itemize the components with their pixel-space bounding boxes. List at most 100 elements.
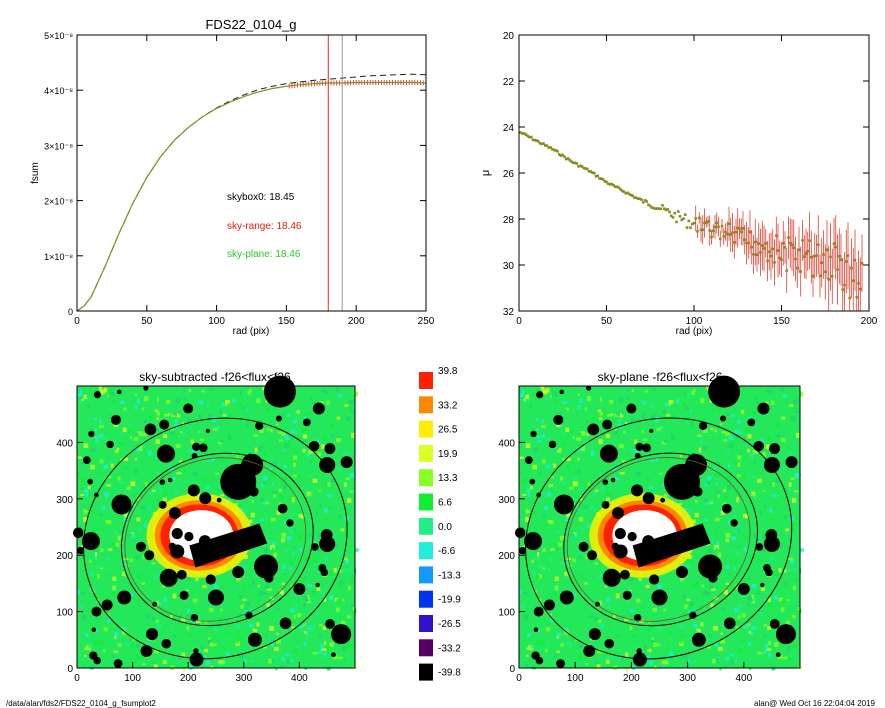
colorbar-swatch (419, 396, 433, 414)
footer-timestamp: alan@ Wed Oct 16 22:04:04 2019 (754, 699, 875, 708)
colorbar-swatch (419, 372, 433, 389)
mu-point (701, 228, 705, 232)
masked-bar (632, 523, 711, 568)
x-tick-label: 200 (348, 316, 365, 327)
masked-source (524, 532, 543, 551)
mu-point (615, 185, 619, 189)
masked-source (782, 627, 790, 635)
mu-point (802, 255, 806, 258)
masked-source (543, 599, 555, 611)
mu-point (844, 260, 848, 263)
mu-point (771, 247, 775, 251)
colorbar-label: 33.2 (438, 400, 458, 411)
mu-point (729, 233, 733, 236)
masked-source (263, 375, 296, 408)
colorbar-label: 39.8 (438, 366, 458, 377)
mu-point (529, 135, 533, 139)
y-tick-label: 300 (498, 495, 515, 506)
mu-point (813, 254, 817, 258)
mu-point (622, 190, 626, 194)
mu-point (739, 230, 743, 234)
mu-point (582, 166, 586, 170)
masked-source (159, 479, 166, 485)
colorbar-label: -26.5 (438, 619, 461, 630)
mu-point (519, 131, 523, 134)
masked-source (277, 503, 288, 514)
masked-source (171, 527, 183, 540)
mu-point (790, 243, 794, 247)
mu-point (584, 167, 587, 170)
masked-source (144, 423, 157, 436)
mu-point (750, 245, 754, 249)
mu-point (752, 253, 755, 256)
mu-point (561, 153, 565, 157)
mu-point (682, 217, 685, 220)
masked-source (135, 541, 146, 552)
fsum-plot-frame (76, 34, 427, 312)
mu-point (781, 241, 785, 245)
mu-point (668, 210, 671, 214)
outer-ellipse (525, 417, 793, 660)
mu-point (801, 239, 804, 242)
masked-source (586, 385, 592, 391)
masked-source (193, 648, 199, 654)
mu-point (676, 210, 680, 213)
mu-point (547, 146, 551, 149)
y-tick-label: 0 (67, 664, 73, 675)
mu-point (711, 229, 715, 233)
mu-point (757, 242, 761, 245)
mu-point (538, 141, 542, 145)
mu-point (650, 206, 654, 209)
masked-source (755, 543, 764, 551)
mu-point (540, 142, 544, 146)
colorbar-swatch (419, 663, 433, 681)
colorbar-swatch (419, 566, 433, 584)
mu-point (848, 296, 852, 300)
masked-source (769, 443, 781, 455)
mu-plot: 0 50 100 150 200 20 22 24 26 28 30 32 rad (pix) μ (480, 31, 878, 337)
mu-point (720, 224, 724, 228)
mu-point (613, 185, 617, 188)
masked-source (651, 589, 668, 606)
mu-point (550, 147, 554, 151)
y-tick-label: 0 (68, 307, 73, 317)
mu-point (647, 203, 650, 207)
masked-source (588, 628, 601, 641)
mu-point (585, 167, 589, 171)
mu-point (692, 221, 696, 225)
mu-point (689, 226, 692, 229)
x-tick-label: 300 (679, 673, 696, 684)
mu-point (797, 248, 801, 252)
masked-source (595, 601, 600, 607)
mu-point (799, 270, 803, 273)
annotation-sky-plane: sky-plane: 18.46 (227, 249, 301, 260)
mu-point (536, 139, 540, 143)
fsum-vertical-lines (327, 35, 343, 311)
masked-source (578, 541, 589, 552)
mu-point (640, 198, 643, 201)
mu-point (696, 230, 699, 233)
masked-source (159, 568, 178, 587)
mu-point (661, 204, 664, 207)
x-tick-label: 400 (291, 673, 308, 684)
mu-point (655, 207, 659, 210)
mu-y-ticks: 20 22 24 26 28 30 32 (503, 31, 869, 318)
mu-point (778, 256, 782, 260)
masked-source (156, 444, 175, 463)
masked-source (587, 550, 598, 561)
mu-point (829, 255, 832, 259)
sky-subtracted-y-ticks: 0 100 200 300 400 (56, 438, 83, 675)
masked-sources (72, 375, 353, 668)
masked-source (533, 606, 544, 617)
mu-point (671, 216, 675, 219)
masked-source (76, 546, 85, 555)
mu-point (827, 278, 831, 281)
masked-source (324, 443, 336, 455)
mu-point (556, 149, 559, 153)
x-tick-label: 0 (516, 673, 522, 684)
mu-point (603, 179, 607, 183)
mu-point (766, 259, 769, 263)
annotation-sky-range: sky-range: 18.46 (227, 221, 302, 232)
mu-point (578, 164, 582, 168)
